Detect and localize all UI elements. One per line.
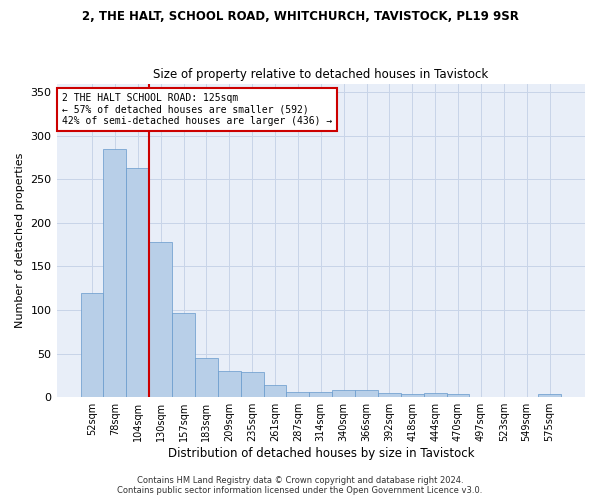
Bar xyxy=(149,242,172,397)
Bar xyxy=(241,372,263,397)
Bar xyxy=(332,390,355,397)
Bar xyxy=(310,392,332,397)
Bar xyxy=(424,392,446,397)
Title: Size of property relative to detached houses in Tavistock: Size of property relative to detached ho… xyxy=(153,68,488,81)
Bar xyxy=(538,394,561,397)
Bar xyxy=(195,358,218,397)
Bar xyxy=(218,371,241,397)
Bar xyxy=(103,149,127,397)
Y-axis label: Number of detached properties: Number of detached properties xyxy=(15,152,25,328)
Text: 2, THE HALT, SCHOOL ROAD, WHITCHURCH, TAVISTOCK, PL19 9SR: 2, THE HALT, SCHOOL ROAD, WHITCHURCH, TA… xyxy=(82,10,518,23)
Bar xyxy=(286,392,310,397)
Bar xyxy=(446,394,469,397)
Bar xyxy=(80,292,103,397)
Bar xyxy=(263,385,286,397)
Bar xyxy=(172,314,195,397)
X-axis label: Distribution of detached houses by size in Tavistock: Distribution of detached houses by size … xyxy=(167,447,474,460)
Bar xyxy=(378,392,401,397)
Bar xyxy=(401,394,424,397)
Bar xyxy=(127,168,149,397)
Bar xyxy=(355,390,378,397)
Text: 2 THE HALT SCHOOL ROAD: 125sqm
← 57% of detached houses are smaller (592)
42% of: 2 THE HALT SCHOOL ROAD: 125sqm ← 57% of … xyxy=(62,93,332,126)
Text: Contains HM Land Registry data © Crown copyright and database right 2024.
Contai: Contains HM Land Registry data © Crown c… xyxy=(118,476,482,495)
